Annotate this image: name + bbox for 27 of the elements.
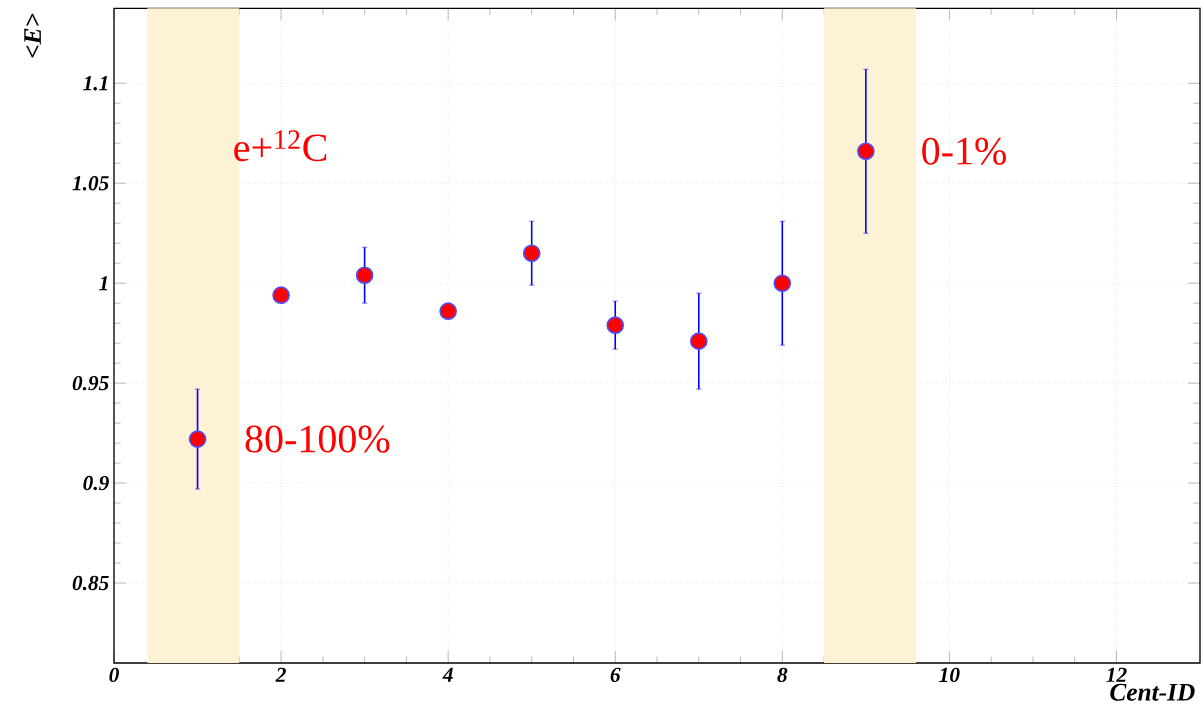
y-tick-label: 1: [99, 276, 108, 291]
y-tick-label: 0.85: [72, 575, 109, 591]
point: [439, 302, 457, 320]
y-tick-label: 0.9: [83, 475, 109, 491]
y-axis-title: <E>: [24, 13, 41, 58]
point: [689, 332, 708, 350]
x-tick-label: 0: [109, 667, 119, 683]
x-tick-label: 2: [275, 667, 286, 682]
point: [272, 286, 290, 304]
x-tick-label: 4: [442, 667, 453, 682]
point: [355, 266, 374, 284]
point: [522, 244, 541, 262]
x-tick-label: 8: [777, 667, 788, 683]
y-tick-label: 1.1: [83, 76, 108, 91]
x-tick-label: 6: [610, 667, 621, 683]
y-tick-label: 0.95: [72, 375, 109, 391]
band-label: 0-1%: [922, 137, 1006, 165]
x-axis-title: Cent-ID: [1110, 683, 1195, 701]
point: [606, 316, 625, 334]
point: [773, 274, 792, 292]
x-tick-label: 12: [1106, 667, 1127, 682]
point: [188, 430, 207, 448]
point: [857, 142, 875, 161]
y-tick-label: 1.05: [72, 175, 109, 191]
annotation: e+$^{12}$C: [234, 130, 327, 162]
x-tick-label: 10: [939, 667, 960, 683]
band-label: 80-100%: [245, 425, 390, 453]
